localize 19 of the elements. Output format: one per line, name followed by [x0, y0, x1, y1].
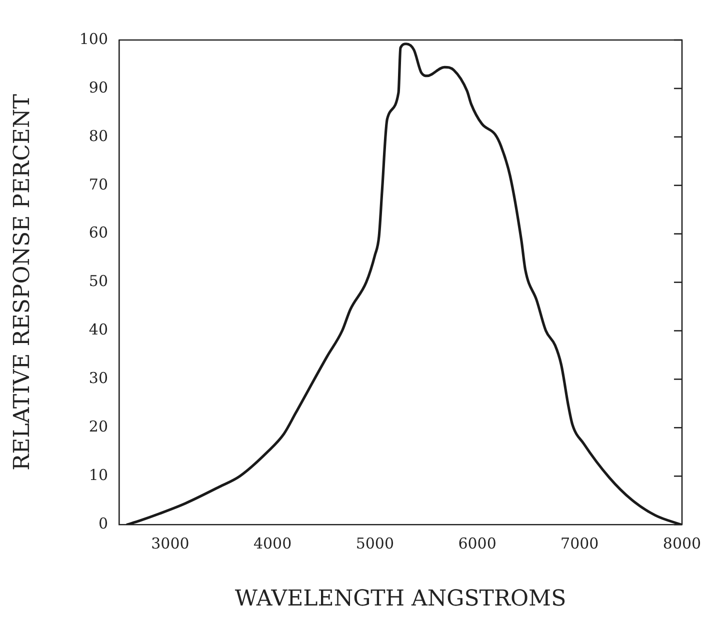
x-tick-label: 8000 [662, 534, 702, 552]
y-tick-label: 100 [79, 30, 108, 48]
y-tick-label: 50 [88, 272, 108, 290]
y-tick-label: 30 [88, 369, 108, 388]
x-tick-label: 6000 [458, 534, 496, 552]
x-tick-label: 3000 [151, 534, 190, 552]
y-tick-label: 60 [88, 224, 108, 242]
y-tick-label: 40 [88, 320, 108, 339]
y-tick-label: 0 [98, 514, 108, 532]
x-axis-title: WAVELENGTH ANGSTROMS [234, 586, 566, 612]
x-tick-label: 5000 [356, 534, 394, 552]
x-tick-label: 4000 [253, 534, 292, 552]
y-tick-label: 70 [88, 175, 108, 194]
y-tick-label: 20 [88, 418, 108, 436]
y-tick-label: 10 [88, 466, 108, 484]
x-tick-label: 7000 [560, 534, 599, 552]
y-axis-title: RELATIVE RESPONSE PERCENT [10, 94, 35, 470]
y-tick-label: 90 [88, 78, 108, 96]
y-tick-label: 80 [88, 126, 108, 145]
